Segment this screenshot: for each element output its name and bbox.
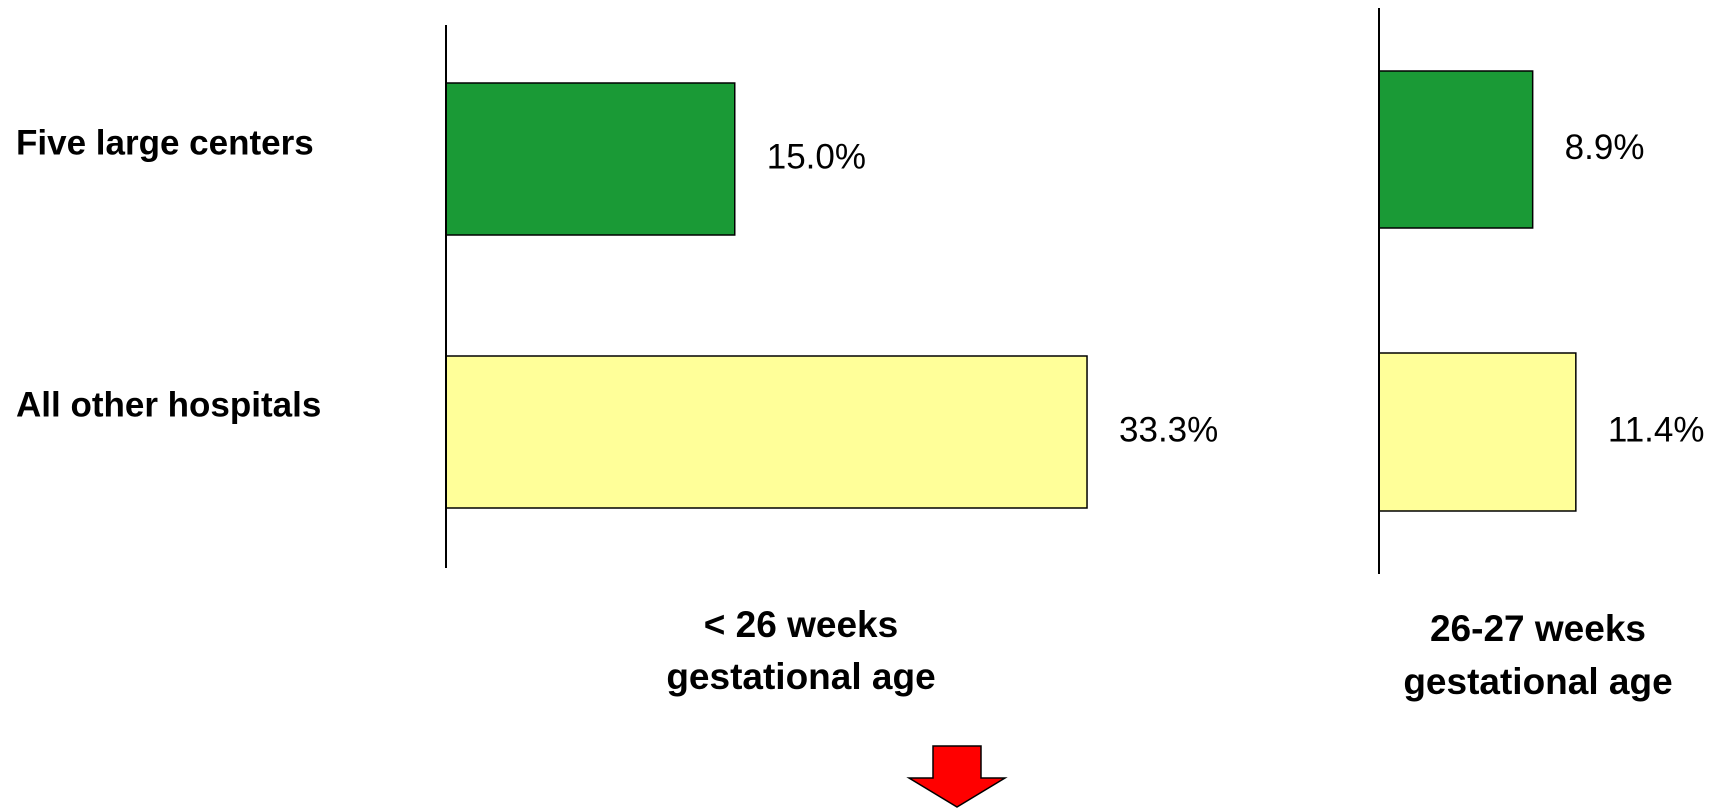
bar (1378, 352, 1577, 512)
category-label: Five large centers (16, 123, 314, 162)
chart-title: 26-27 weeks (1430, 608, 1646, 649)
bar (1378, 70, 1534, 229)
chart-title: < 26 weeks (704, 604, 898, 645)
value-label: 33.3% (1119, 410, 1218, 449)
category-label: All other hospitals (16, 385, 321, 424)
chart-subtitle: gestational age (1403, 661, 1672, 702)
bar (445, 82, 736, 236)
value-label: 8.9% (1565, 128, 1645, 167)
value-label: 15.0% (767, 137, 866, 176)
value-label: 11.4% (1608, 410, 1705, 449)
down-arrow (906, 745, 1008, 808)
chart-subtitle: gestational age (666, 656, 935, 697)
bar (445, 355, 1088, 509)
